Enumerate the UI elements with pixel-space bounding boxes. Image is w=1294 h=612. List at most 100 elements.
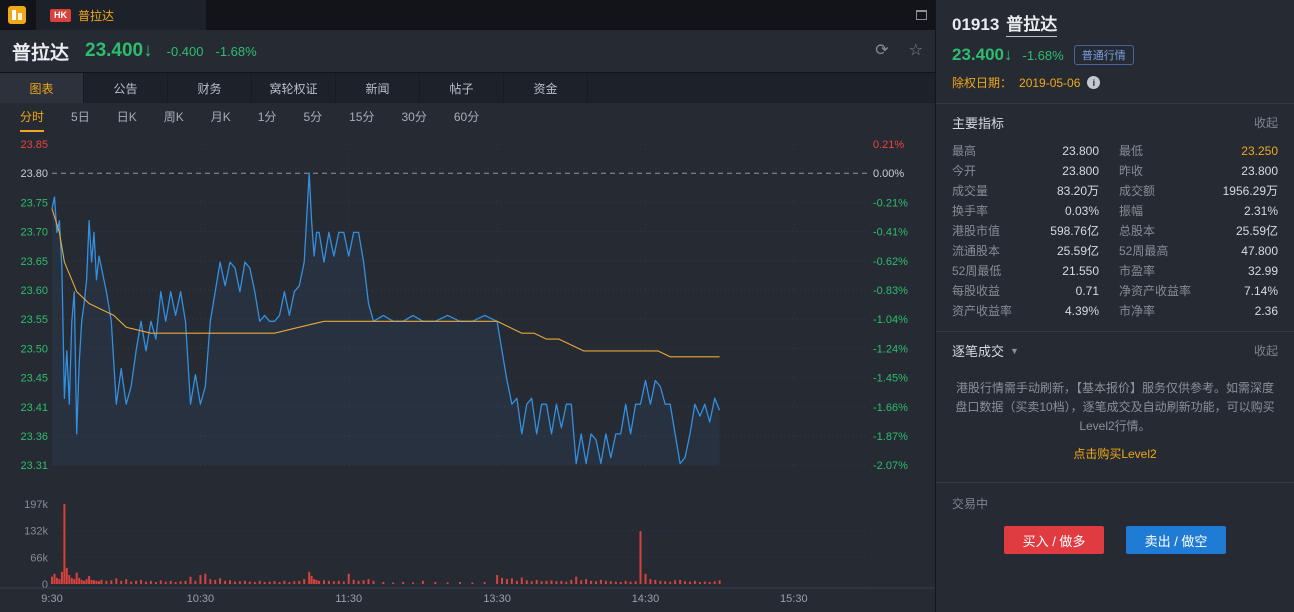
- stat-label: 换手率: [952, 204, 989, 218]
- stat-label: 52周最高: [1119, 244, 1169, 258]
- stat-value: 23.250: [1241, 144, 1278, 158]
- svg-text:-0.62%: -0.62%: [873, 256, 908, 268]
- svg-text:-1.87%: -1.87%: [873, 431, 908, 443]
- stock-last-price: 23.400↓: [85, 40, 153, 61]
- sub-tab-day-k[interactable]: 日K: [116, 110, 137, 124]
- sub-tab-5min[interactable]: 5分: [303, 110, 323, 124]
- stat-value: 1956.29万: [1222, 184, 1278, 198]
- stat-value: 2.36: [1254, 304, 1278, 318]
- stat-label: 成交额: [1119, 184, 1156, 198]
- stat-value: 7.14%: [1243, 284, 1278, 298]
- stock-document-tab[interactable]: HK 普拉达: [36, 0, 206, 30]
- restore-window-icon[interactable]: [916, 10, 927, 20]
- stat-value: 23.800: [1062, 164, 1099, 178]
- svg-text:9:30: 9:30: [41, 593, 62, 605]
- svg-text:0.21%: 0.21%: [873, 139, 904, 151]
- stat-label: 成交量: [952, 184, 989, 198]
- stat-value: 0.71: [1075, 284, 1099, 298]
- stat-label: 流通股本: [952, 244, 1001, 258]
- svg-text:-1.24%: -1.24%: [873, 343, 908, 355]
- main-tab-funds[interactable]: 资金: [504, 73, 588, 103]
- svg-text:23.70: 23.70: [20, 227, 48, 239]
- stat-label: 最低: [1119, 144, 1144, 158]
- svg-text:23.65: 23.65: [20, 256, 48, 268]
- left-panel: HK 普拉达 普拉达 23.400↓ -0.400 -1.68% ⟳ ☆ 图表公…: [0, 0, 935, 612]
- stat-value: 2.31%: [1243, 204, 1278, 218]
- stat-value: 32.99: [1247, 264, 1278, 278]
- indicators-collapse-link[interactable]: 收起: [1253, 116, 1278, 130]
- sell-short-button[interactable]: 卖出 / 做空: [1126, 526, 1226, 554]
- svg-text:-1.45%: -1.45%: [873, 373, 908, 385]
- quote-change-pct: -1.68%: [1022, 47, 1064, 63]
- quote-header: 01913 普拉达 23.400↓ -1.68% 普通行情 除权日期： 2019-…: [936, 0, 1294, 103]
- svg-text:-0.83%: -0.83%: [873, 285, 908, 297]
- sub-tab-60min[interactable]: 60分: [453, 110, 480, 124]
- stock-code: 01913: [952, 15, 1000, 34]
- sub-tab-intraday[interactable]: 分时: [20, 103, 45, 132]
- chevron-down-icon[interactable]: ▼: [1010, 345, 1019, 356]
- stat-value: 25.59亿: [1056, 244, 1099, 258]
- divider: [936, 103, 1294, 104]
- svg-text:-1.66%: -1.66%: [873, 402, 908, 414]
- tick-trades-collapse-link[interactable]: 收起: [1253, 344, 1278, 358]
- favorite-star-icon[interactable]: ☆: [908, 42, 923, 59]
- stat-value: 47.800: [1241, 244, 1278, 258]
- sub-tab-1min[interactable]: 1分: [257, 110, 277, 124]
- tick-trades-section-head: 逐笔成交 ▼ 收起: [936, 332, 1294, 367]
- stat-label: 资产收益率: [952, 304, 1013, 318]
- buy-long-button[interactable]: 买入 / 做多: [1004, 526, 1104, 554]
- stock-name-underlined: 普拉达: [1006, 15, 1058, 37]
- price-down-arrow-icon: ↓: [143, 40, 153, 61]
- topbar: HK 普拉达: [0, 0, 935, 30]
- stat-label: 港股市值: [952, 224, 1001, 238]
- info-icon[interactable]: i: [1087, 76, 1101, 89]
- trade-area: 交易中 买入 / 做多 卖出 / 做空: [936, 482, 1294, 612]
- buy-level2-link[interactable]: 点击购买Level2: [1073, 447, 1157, 461]
- sub-tab-week-k[interactable]: 周K: [163, 110, 184, 124]
- svg-text:14:30: 14:30: [632, 593, 660, 605]
- stat-label: 最高: [952, 144, 977, 158]
- stat-label: 昨收: [1119, 164, 1144, 178]
- market-hk-badge: HK: [50, 8, 71, 22]
- svg-text:66k: 66k: [30, 552, 48, 564]
- svg-text:23.31: 23.31: [20, 460, 48, 472]
- quote-level-badge[interactable]: 普通行情: [1073, 45, 1134, 65]
- stat-label: 市盈率: [1119, 264, 1156, 278]
- main-tab-posts[interactable]: 帖子: [420, 73, 504, 103]
- stat-label: 净资产收益率: [1119, 284, 1192, 298]
- main-tab-news[interactable]: 新闻: [336, 73, 420, 103]
- stock-name: 普拉达: [12, 42, 70, 64]
- trading-status: 交易中: [952, 497, 989, 511]
- key-stats-grid: 最高 23.800 最低 23.250 今开 23.800 昨收 23.800 成交量 83.20…: [936, 139, 1294, 331]
- level2-notice-text: 港股行情需手动刷新，【基本报价】服务仅供参考。如需深度盘口数据（买卖10档），逐…: [955, 381, 1275, 433]
- intraday-chart[interactable]: 23.85 0.21% 23.80 0.00% 23.75 -0.21% 23.70 -0.4…: [0, 132, 935, 612]
- svg-text:23.55: 23.55: [20, 314, 48, 326]
- stat-label: 总股本: [1119, 224, 1156, 238]
- refresh-icon[interactable]: ⟳: [875, 42, 889, 59]
- sub-tab-5day[interactable]: 5日: [71, 110, 90, 124]
- svg-text:23.36: 23.36: [20, 431, 48, 443]
- stat-label: 市净率: [1119, 304, 1156, 318]
- sub-tab-15min[interactable]: 15分: [349, 110, 375, 124]
- svg-text:23.50: 23.50: [20, 343, 48, 355]
- ex-rights-row: 除权日期： 2019-05-06 i: [952, 74, 1278, 91]
- stat-label: 52周最低: [952, 264, 1002, 278]
- stat-value: 83.20万: [1056, 184, 1099, 198]
- stat-label: 每股收益: [952, 284, 1001, 298]
- main-tab-financials[interactable]: 财务: [168, 73, 252, 103]
- main-tab-warrants[interactable]: 窝轮权证: [252, 73, 336, 103]
- stock-change: -0.400: [166, 43, 204, 59]
- sub-tab-30min[interactable]: 30分: [401, 110, 427, 124]
- stat-value: 21.550: [1062, 264, 1099, 278]
- svg-text:23.75: 23.75: [20, 197, 48, 209]
- main-tab-announcements[interactable]: 公告: [84, 73, 168, 103]
- svg-text:23.45: 23.45: [20, 373, 48, 385]
- quote-panel: 01913 普拉达 23.400↓ -1.68% 普通行情 除权日期： 2019-…: [935, 0, 1294, 612]
- svg-text:13:30: 13:30: [483, 593, 511, 605]
- main-tab-chart[interactable]: 图表: [0, 73, 84, 103]
- svg-text:0.00%: 0.00%: [873, 168, 904, 180]
- svg-text:132k: 132k: [24, 526, 48, 538]
- sub-tab-month-k[interactable]: 月K: [210, 110, 231, 124]
- svg-text:15:30: 15:30: [780, 593, 808, 605]
